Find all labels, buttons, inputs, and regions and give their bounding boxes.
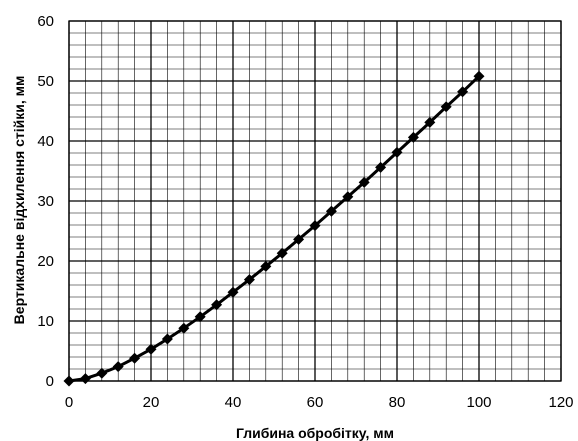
data-point-marker: [407, 131, 419, 143]
data-point-marker: [391, 146, 403, 158]
data-point-marker: [309, 220, 321, 232]
data-point-marker: [358, 176, 370, 188]
data-series: [63, 70, 485, 387]
data-point-marker: [440, 101, 452, 113]
y-tick-label: 50: [37, 73, 54, 90]
x-tick-label: 20: [143, 394, 160, 411]
data-point-marker: [375, 161, 387, 173]
plot-border: [68, 20, 562, 382]
data-point-marker: [227, 286, 239, 298]
data-point-marker: [211, 299, 223, 311]
data-point-marker: [325, 205, 337, 217]
y-axis-title: Вертикальне відхилення стійки, мм: [11, 76, 27, 325]
y-tick-label: 30: [37, 193, 54, 210]
data-point-marker: [194, 311, 206, 323]
tick-labels: 0 20 40 60 80 100 120 0 10 20 30 40 50 60: [37, 13, 573, 411]
data-point-marker: [161, 333, 173, 345]
y-tick-label: 10: [37, 313, 54, 330]
data-point-marker: [129, 352, 141, 364]
data-point-marker: [457, 86, 469, 98]
major-grid: [68, 20, 562, 382]
data-point-marker: [96, 367, 108, 379]
series-line: [68, 75, 481, 383]
x-tick-label: 100: [466, 394, 491, 411]
y-tick-label: 0: [46, 373, 54, 390]
x-axis-title: Глибина обробітку, мм: [236, 425, 394, 441]
x-tick-label: 60: [307, 394, 324, 411]
data-point-marker: [145, 343, 157, 355]
data-point-marker: [178, 322, 190, 334]
data-point-marker: [79, 373, 91, 385]
x-tick-label: 0: [65, 394, 73, 411]
data-point-marker: [243, 274, 255, 286]
data-point-marker: [293, 233, 305, 245]
x-tick-label: 120: [548, 394, 573, 411]
y-tick-label: 20: [37, 253, 54, 270]
y-tick-label: 60: [37, 13, 54, 30]
x-tick-label: 80: [389, 394, 406, 411]
y-tick-label: 40: [37, 133, 54, 150]
data-point-marker: [342, 191, 354, 203]
data-point-marker: [276, 247, 288, 259]
data-point-marker: [473, 70, 485, 82]
data-point-marker: [260, 260, 272, 272]
x-tick-label: 40: [225, 394, 242, 411]
data-point-marker: [63, 375, 75, 387]
data-point-marker: [424, 116, 436, 128]
data-point-marker: [112, 361, 124, 373]
